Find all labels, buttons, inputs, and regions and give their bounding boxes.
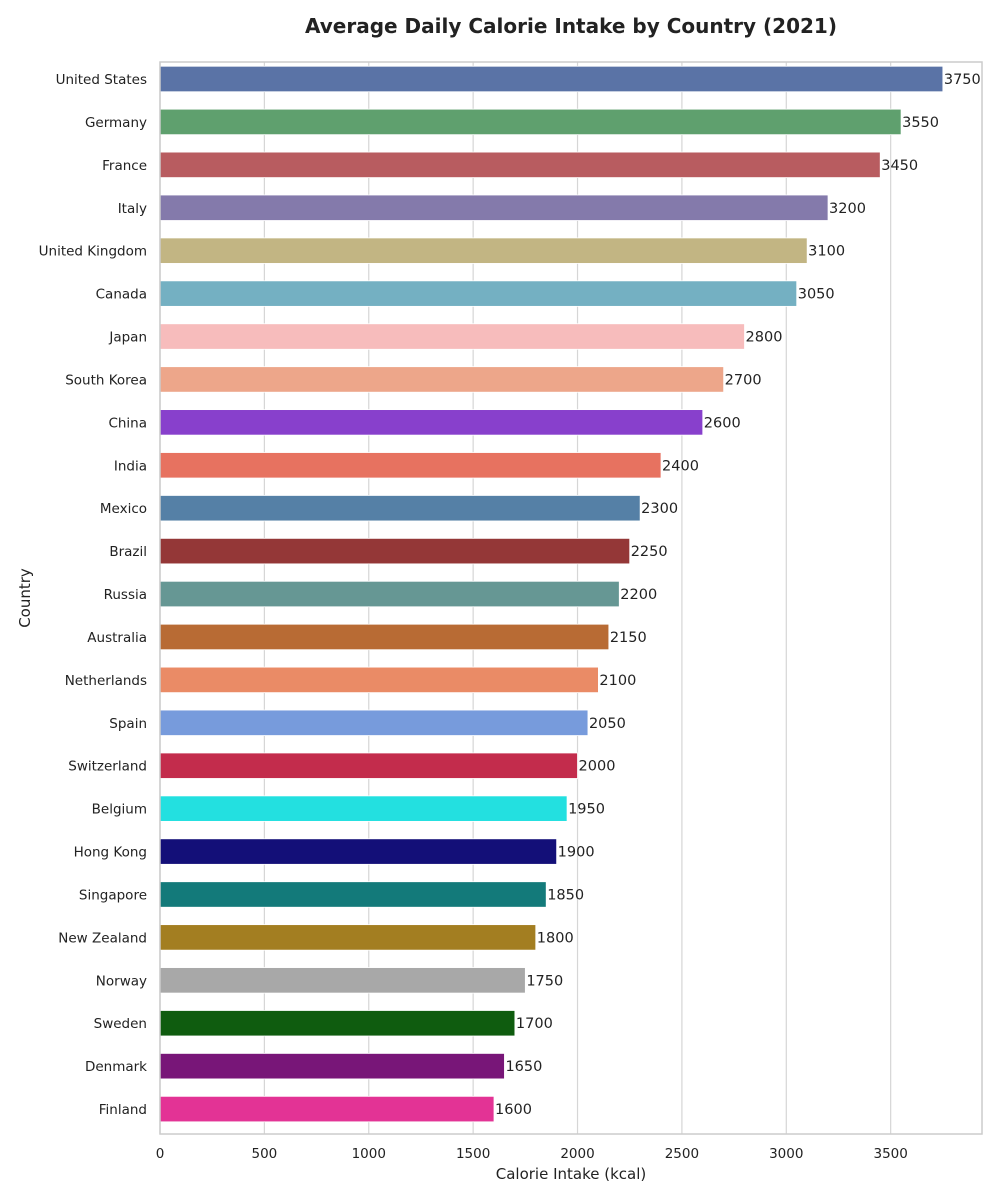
bar [159, 666, 599, 694]
bar [159, 280, 798, 307]
data-label: 1950 [568, 802, 605, 818]
data-label: 2200 [620, 587, 657, 603]
data-label: 2050 [589, 716, 626, 732]
y-tick-label: Switzerland [68, 759, 147, 775]
x-tick-labels: 0 500 1000 1500 2000 2500 3000 3500 [156, 1146, 908, 1162]
bar [159, 366, 725, 393]
y-tick-label: Italy [118, 201, 147, 217]
y-tick-label: France [102, 158, 147, 174]
y-tick-label: Spain [109, 716, 147, 732]
y-tick-label: Norway [96, 973, 147, 989]
data-label: 3050 [798, 287, 835, 303]
bar [159, 795, 568, 822]
data-label: 2300 [641, 501, 678, 517]
y-tick-label: Netherlands [65, 673, 147, 689]
data-label: 2000 [579, 759, 616, 775]
y-tick-label: Hong Kong [74, 845, 147, 861]
y-tick-label: Canada [96, 287, 147, 303]
data-label: 3750 [944, 72, 981, 88]
data-label: 1700 [516, 1016, 553, 1032]
bars [159, 65, 944, 1123]
y-tick-label: Finland [99, 1102, 147, 1118]
x-tick-label: 3000 [769, 1146, 803, 1162]
y-tick-labels: United States Germany France Italy United Ki… [39, 72, 148, 1118]
y-tick-label: India [114, 458, 147, 474]
bar [159, 709, 589, 736]
bar [159, 967, 526, 994]
data-label: 3100 [808, 244, 845, 260]
x-tick-label: 500 [251, 1146, 277, 1162]
x-axis-label: Calorie Intake (kcal) [496, 1165, 647, 1183]
y-tick-label: Germany [85, 115, 147, 131]
bar [159, 623, 610, 651]
data-label: 1800 [537, 930, 574, 946]
bar [159, 409, 704, 436]
y-tick-label: Japan [108, 330, 147, 346]
x-tick-label: 3500 [873, 1146, 907, 1162]
data-label: 1850 [547, 887, 584, 903]
y-tick-label: Australia [87, 630, 147, 646]
bar [159, 881, 547, 908]
bar [159, 752, 578, 779]
bar [159, 323, 745, 350]
chart-title: Average Daily Calorie Intake by Country … [305, 14, 837, 38]
y-tick-label: South Korea [65, 372, 147, 388]
y-tick-label: Denmark [85, 1059, 147, 1075]
bar [159, 65, 944, 93]
data-label: 2150 [610, 630, 647, 646]
x-tick-label: 1500 [456, 1146, 490, 1162]
x-tick-label: 2000 [560, 1146, 594, 1162]
y-axis-label: Country [16, 568, 34, 628]
x-tick-label: 2500 [665, 1146, 699, 1162]
plot-frame [159, 61, 983, 1135]
bar [159, 194, 829, 221]
data-label: 2400 [662, 458, 699, 474]
data-label: 3550 [902, 115, 939, 131]
data-label: 3200 [829, 201, 866, 217]
bar [159, 1053, 505, 1080]
x-tick-label: 0 [156, 1146, 165, 1162]
data-label: 1900 [558, 845, 595, 861]
data-label: 2250 [631, 544, 668, 560]
data-label: 3450 [881, 158, 918, 174]
y-tick-label: China [108, 415, 147, 431]
bar [159, 924, 537, 951]
bar [159, 580, 620, 608]
bar [159, 838, 558, 865]
y-tick-label: Belgium [92, 802, 147, 818]
bar [159, 537, 631, 565]
bar [159, 108, 902, 136]
bar [159, 151, 881, 178]
data-label: 1650 [505, 1059, 542, 1075]
bar [159, 452, 662, 479]
y-tick-label: New Zealand [58, 930, 147, 946]
data-label: 2600 [704, 415, 741, 431]
data-labels: 3750 3550 3450 3200 3100 3050 2800 2700 2600 2400… [495, 72, 981, 1118]
y-tick-label: Sweden [94, 1016, 147, 1032]
data-label: 1600 [495, 1102, 532, 1118]
data-label: 1750 [526, 973, 563, 989]
x-tick-label: 1000 [352, 1146, 386, 1162]
bar [159, 1010, 516, 1037]
y-tick-label: Brazil [109, 544, 147, 560]
y-tick-label: United Kingdom [39, 244, 147, 260]
y-tick-label: United States [56, 72, 147, 88]
y-tick-label: Mexico [100, 501, 147, 517]
y-tick-label: Singapore [79, 887, 147, 903]
data-label: 2800 [746, 330, 783, 346]
data-label: 2100 [599, 673, 636, 689]
bar [159, 237, 808, 264]
bar [159, 1095, 495, 1123]
data-label: 2700 [725, 372, 762, 388]
y-tick-label: Russia [104, 587, 147, 603]
bar [159, 495, 641, 522]
